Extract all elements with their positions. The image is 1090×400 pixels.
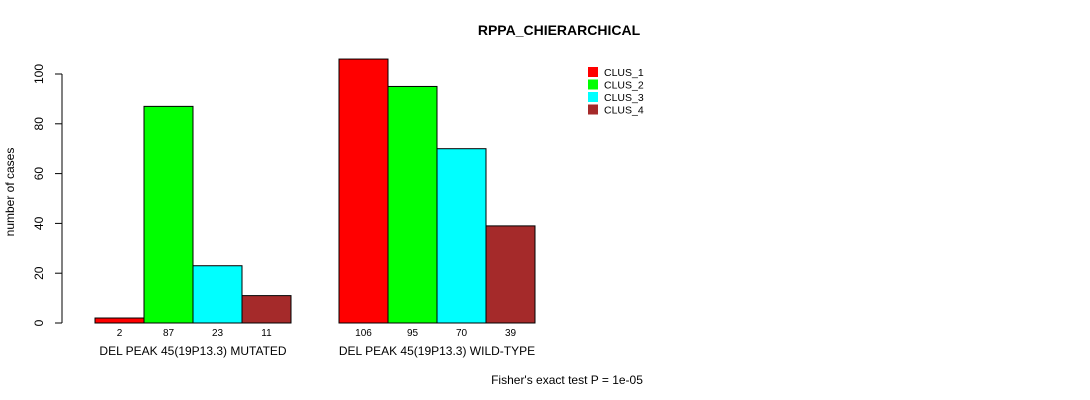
y-axis: 0 20 40 60 80 100: [32, 64, 63, 326]
bar-value-label: 106: [355, 328, 372, 339]
legend-label: CLUS_4: [604, 105, 644, 117]
y-tick-label: 100: [32, 64, 46, 84]
legend-label: CLUS_2: [604, 80, 644, 92]
group-label: DEL PEAK 45(19P13.3) MUTATED: [99, 344, 287, 358]
y-tick-label: 80: [32, 117, 46, 131]
legend-swatch-clus-2: [588, 79, 598, 90]
y-tick-label: 60: [32, 167, 46, 181]
bar-clus-1-group-2: [338, 58, 389, 324]
y-tick-label: 20: [32, 266, 46, 280]
bar-value-label: 23: [212, 328, 224, 339]
legend-label: CLUS_3: [604, 92, 644, 104]
legend-swatch-clus-3: [588, 92, 598, 102]
bar-clus-2-group-2: [387, 85, 438, 324]
bar-value-label: 87: [163, 328, 175, 339]
group-label: DEL PEAK 45(19P13.3) WILD-TYPE: [339, 344, 535, 358]
bar-value-label: 11: [261, 328, 272, 339]
bar-clus-4-group-2: [485, 225, 536, 324]
chart-title: RPPA_CHIERARCHICAL: [478, 22, 641, 38]
bar-clus-4-group-1: [241, 295, 292, 324]
bar-clus-3-group-2: [436, 148, 487, 324]
legend-swatch-clus-1: [588, 67, 598, 77]
bar-clus-3-group-1: [192, 265, 243, 324]
bar-value-label: 39: [505, 328, 517, 339]
bar-clus-2-group-1: [143, 105, 194, 324]
bar-value-label: 95: [407, 328, 419, 339]
bars-layer: 2 87 23 11 DEL PEAK 45(19P13.3) MUTATED 106 95…: [94, 58, 536, 358]
bar-value-label: 2: [117, 328, 123, 339]
legend-swatch-clus-4: [588, 104, 598, 115]
bar-clus-1-group-1: [94, 317, 145, 324]
y-axis-label: number of cases: [3, 148, 17, 237]
bar-value-label: 70: [456, 328, 468, 339]
y-tick-label: 40: [32, 216, 46, 230]
legend-label: CLUS_1: [604, 67, 644, 79]
fisher-test-footnote: Fisher's exact test P = 1e-05: [491, 373, 643, 387]
y-tick-label: 0: [32, 319, 46, 326]
